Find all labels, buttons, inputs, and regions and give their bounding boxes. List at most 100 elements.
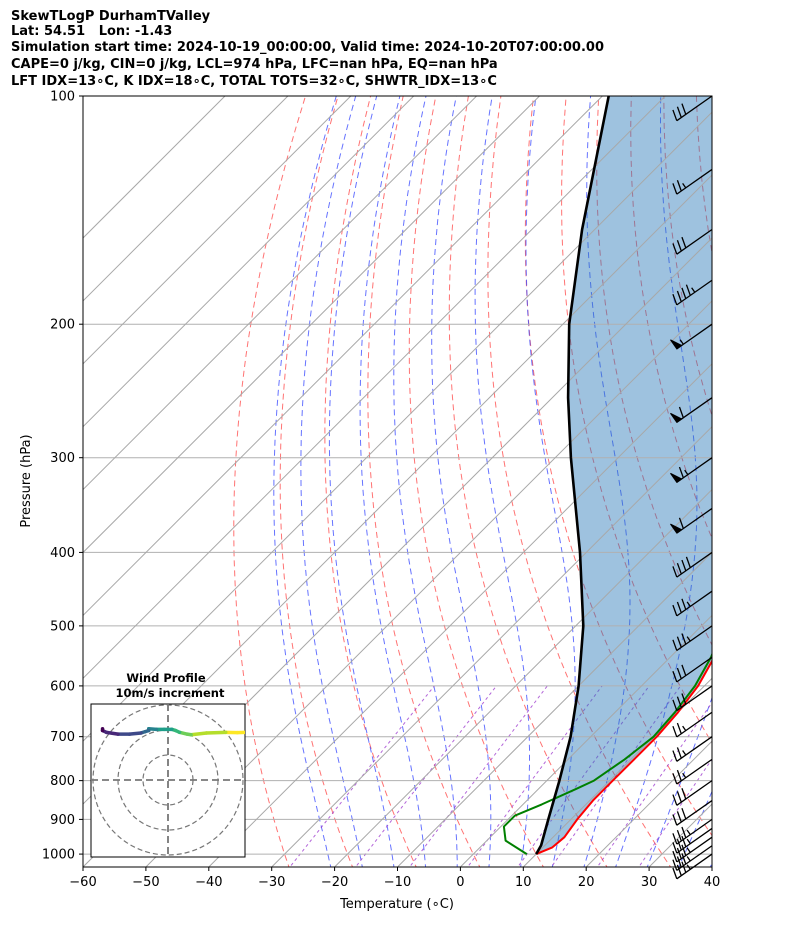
dewpoint-line — [502, 652, 712, 855]
barb-staff — [676, 457, 713, 483]
barb-pennant — [670, 472, 683, 484]
cape-cin-fill — [536, 96, 712, 855]
dry-adiabat — [279, 96, 354, 867]
barb-flag — [676, 636, 682, 648]
barb-pennant — [670, 412, 683, 424]
dry-adiabat — [561, 96, 712, 744]
time-line: Simulation start time: 2024-10-19_00:00:… — [11, 40, 604, 55]
barb-flag — [672, 566, 678, 578]
barb-flag — [676, 829, 682, 842]
barb-staff — [676, 656, 713, 683]
parcel-indices-line: CAPE=0 j/kg, CIN=0 j/kg, LCL=974 hPa, LF… — [11, 57, 498, 72]
moist-adiabat — [393, 96, 458, 867]
parcel-path-line — [535, 96, 610, 855]
x-tick-label: 40 — [704, 875, 721, 890]
isotherm — [208, 363, 712, 867]
barb-flag — [681, 826, 687, 838]
x-axis-label: Temperature (∘C) — [339, 897, 454, 912]
moist-adiabat — [709, 862, 712, 867]
barb-half-flag — [682, 772, 687, 779]
barb-flag — [676, 791, 682, 803]
barb-flag — [676, 838, 682, 851]
dry-adiabat — [408, 96, 544, 867]
barb-flag — [676, 290, 682, 302]
barb-flag — [672, 867, 678, 879]
y-axis-label: Pressure (hPa) — [19, 434, 34, 527]
wind-barb — [672, 279, 713, 306]
wind-barb — [672, 818, 713, 845]
barb-flag — [676, 722, 682, 734]
moist-adiabat — [583, 96, 631, 867]
barb-flag — [681, 693, 687, 705]
wind-barb — [672, 168, 713, 195]
wind-barb — [670, 507, 713, 534]
y-tick-label: 500 — [50, 619, 75, 634]
isotherm — [83, 111, 712, 742]
barb-half-flag — [686, 838, 691, 844]
barb-flag — [681, 853, 687, 865]
isotherm — [334, 488, 712, 867]
barb-flag — [678, 406, 684, 418]
barb-half-flag — [682, 750, 687, 756]
wind-barb — [672, 800, 713, 826]
barb-staff — [676, 168, 713, 195]
y-tick-label: 800 — [50, 774, 75, 789]
barb-staff — [676, 279, 713, 306]
moist-adiabat — [431, 96, 492, 867]
mixing-ratio-line — [289, 685, 435, 867]
wind-barb — [672, 780, 713, 806]
mixing-ratio-line — [596, 701, 712, 867]
x-tick-label: −10 — [384, 875, 411, 890]
y-tick-label: 100 — [50, 90, 75, 105]
wind-barb — [670, 457, 713, 484]
barb-flag — [672, 670, 678, 683]
barb-flag — [676, 769, 682, 782]
barb-staff — [676, 397, 713, 423]
wind-barb — [672, 228, 713, 255]
barb-staff — [676, 625, 713, 652]
isotherm — [271, 425, 712, 867]
dry-adiabat — [324, 96, 417, 867]
barb-flag — [678, 517, 684, 529]
moist-adiabat — [273, 96, 337, 867]
isotherm — [83, 96, 289, 302]
barb-flag — [672, 859, 678, 871]
barb-half-flag — [686, 636, 691, 642]
y-tick-label: 700 — [50, 730, 75, 745]
x-tick-label: −30 — [258, 875, 285, 890]
barb-staff — [676, 827, 713, 854]
barb-half-flag — [686, 856, 691, 862]
barb-flag — [678, 466, 684, 478]
barb-flag — [676, 747, 682, 759]
barb-flag — [676, 696, 682, 708]
barb-flag — [676, 106, 682, 118]
hodograph-trace-segment — [104, 730, 120, 736]
isotherm — [397, 551, 712, 867]
barb-flag — [681, 807, 687, 820]
wind-barb — [670, 323, 713, 350]
barb-staff — [676, 95, 713, 122]
isotherm — [711, 866, 712, 867]
y-tick-label: 400 — [50, 546, 75, 561]
axis-ticks: −60 −50 −40 −30 −20 −10 0 10 20 30 40 1000 900 800 700… — [42, 90, 720, 891]
x-tick-label: 0 — [456, 875, 464, 890]
isotherm — [83, 96, 540, 554]
barb-flag — [676, 811, 682, 823]
mixing-ratio-line — [550, 685, 682, 867]
x-tick-label: −20 — [321, 875, 348, 890]
dry-adiabat — [487, 96, 672, 867]
barb-flag — [672, 243, 678, 255]
barb-staff — [676, 780, 713, 806]
x-tick-label: −40 — [195, 875, 222, 890]
moist-adiabat — [474, 96, 530, 867]
temperature-line — [535, 659, 712, 856]
barb-flag — [681, 633, 687, 645]
profile-lines — [502, 96, 712, 856]
hodograph-subtitle: 10m/s increment — [116, 686, 225, 700]
wind-barb — [672, 685, 713, 712]
barb-staff — [676, 736, 713, 762]
barb-staff — [676, 836, 713, 863]
wind-barbs — [670, 95, 713, 880]
barb-flag — [672, 109, 678, 121]
